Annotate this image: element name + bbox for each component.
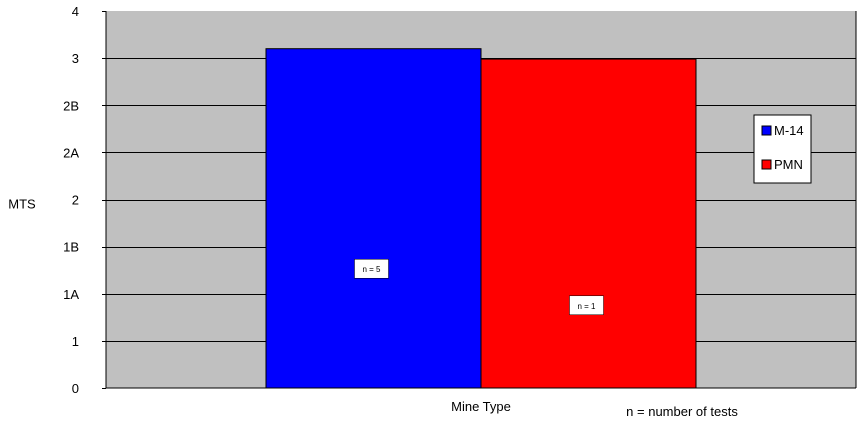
bar-labels: n = 5 n = 1 — [354, 258, 604, 316]
legend-label-m14: M-14 — [774, 123, 804, 138]
n-label-box — [569, 295, 604, 316]
legend-swatch-pmn — [761, 159, 772, 170]
y-tick-label: 3 — [72, 51, 79, 66]
footnote: n = number of tests — [626, 404, 738, 419]
y-axis-title: MTS — [8, 196, 36, 211]
bar-pmn — [480, 58, 697, 389]
n-label: n = 5 — [362, 265, 381, 274]
y-tick-label: 2 — [72, 193, 79, 208]
y-tick-label: 1 — [72, 334, 79, 349]
y-ticks: 0 1 1A 1B 2 2A 2B 3 4 — [63, 4, 106, 396]
n-label-box — [354, 258, 389, 279]
legend: M-14 PMN — [753, 114, 812, 184]
legend-swatch-m14 — [761, 125, 772, 136]
y-tick-label: 2B — [63, 98, 79, 113]
x-axis-title: Mine Type — [451, 399, 511, 414]
bars — [265, 48, 697, 389]
y-tick-label: 4 — [72, 4, 79, 19]
y-tick-label: 1B — [63, 240, 79, 255]
bar-m14 — [265, 48, 482, 389]
y-tick-label: 0 — [72, 381, 79, 396]
n-label: n = 1 — [577, 302, 596, 311]
y-tick-label: 2A — [63, 145, 79, 160]
legend-label-pmn: PMN — [774, 157, 803, 172]
y-tick-label: 1A — [63, 287, 79, 302]
